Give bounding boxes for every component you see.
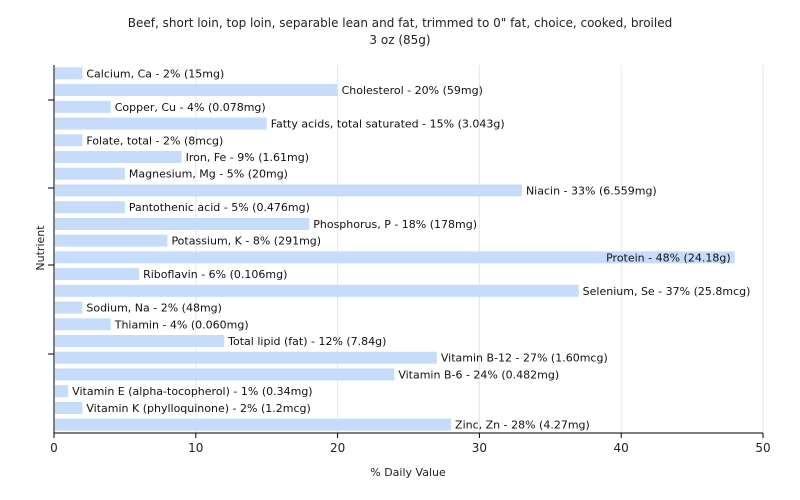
bar [55, 84, 338, 97]
bar [55, 184, 522, 197]
bar-label: Protein - 48% (24.18g) [606, 251, 731, 264]
x-tick-label: 40 [614, 441, 629, 455]
bar [55, 251, 735, 264]
bar-label: Sodium, Na - 2% (48mg) [86, 302, 222, 315]
bar-label: Vitamin E (alpha-tocopherol) - 1% (0.34m… [72, 385, 312, 398]
bar [55, 67, 83, 80]
bar [55, 301, 83, 314]
bar-label: Thiamin - 4% (0.060mg) [114, 318, 249, 331]
bar [55, 335, 225, 347]
axes: 0 10 20 30 40 50 [48, 65, 771, 455]
bar-label: Zinc, Zn - 28% (4.27mg) [455, 419, 590, 432]
bar [55, 284, 579, 297]
bar [55, 385, 69, 398]
x-tick-label: 20 [330, 441, 345, 455]
bar [55, 401, 83, 414]
bar-label: Magnesium, Mg - 5% (20mg) [129, 168, 288, 181]
bar [55, 351, 437, 364]
bar-label: Fatty acids, total saturated - 15% (3.04… [271, 118, 505, 131]
bar-label: Potassium, K - 8% (291mg) [171, 235, 321, 248]
bar [55, 418, 452, 431]
bar [55, 318, 111, 331]
y-axis-title: Nutrient [34, 225, 47, 271]
x-tick-label: 0 [50, 441, 58, 455]
bar-label: Cholesterol - 20% (59mg) [342, 84, 483, 97]
bar-label: Vitamin K (phylloquinone) - 2% (1.2mcg) [86, 402, 310, 415]
bar-label: Iron, Fe - 9% (1.61mg) [186, 151, 309, 164]
bar-label: Calcium, Ca - 2% (15mg) [86, 67, 224, 80]
bar-label: Riboflavin - 6% (0.106mg) [143, 268, 287, 281]
x-axis-title: % Daily Value [370, 466, 446, 479]
bar-label: Selenium, Se - 37% (25.8mcg) [583, 285, 751, 298]
bar [55, 268, 140, 281]
chart-title: Beef, short loin, top loin, separable le… [127, 16, 673, 30]
bar-label: Phosphorus, P - 18% (178mg) [313, 218, 477, 231]
x-tick-label: 10 [188, 441, 203, 455]
bar [55, 368, 395, 381]
bar-label: Folate, total - 2% (8mcg) [86, 134, 223, 147]
x-tick-label: 30 [472, 441, 487, 455]
bar [55, 151, 182, 163]
bar [55, 134, 83, 147]
bar [55, 217, 310, 230]
bar-label: Niacin - 33% (6.559mg) [526, 184, 657, 197]
bar-label: Copper, Cu - 4% (0.078mg) [115, 101, 266, 114]
bars: Calcium, Ca - 2% (15mg) Cholesterol - 20%… [55, 67, 751, 432]
bar [55, 117, 267, 130]
x-tick-label: 50 [755, 441, 770, 455]
bar-label: Total lipid (fat) - 12% (7.84g) [227, 335, 386, 348]
bar-label: Vitamin B-6 - 24% (0.482mg) [398, 368, 559, 381]
bar [55, 167, 125, 180]
bar [55, 234, 168, 247]
bar-label: Pantothenic acid - 5% (0.476mg) [129, 201, 310, 214]
bar-label: Vitamin B-12 - 27% (1.60mcg) [441, 352, 608, 365]
chart-subtitle: 3 oz (85g) [369, 33, 431, 47]
bar [55, 100, 111, 113]
bar [55, 201, 125, 214]
